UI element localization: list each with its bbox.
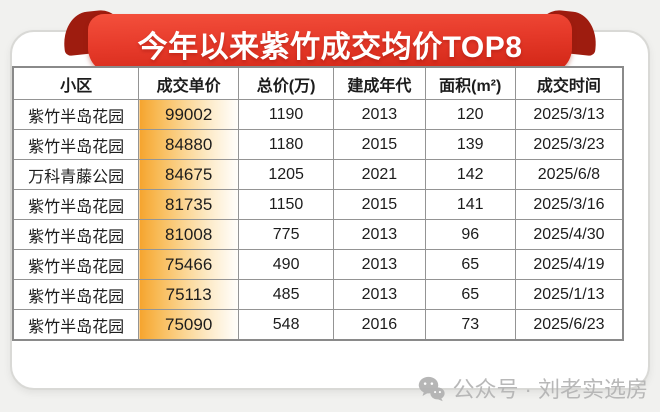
- unit-price-cell: 81008: [138, 219, 240, 250]
- area-cell: 141: [424, 189, 516, 220]
- total-price-cell: 490: [238, 249, 335, 280]
- total-price-cell: 1150: [238, 189, 335, 220]
- area-cell: 139: [424, 129, 516, 160]
- column-header-1: 成交单价: [138, 66, 240, 100]
- area-cell: 65: [424, 279, 516, 310]
- date-cell: 2025/6/23: [514, 309, 624, 341]
- year-built-cell: 2013: [333, 279, 426, 310]
- community-cell: 紫竹半岛花园: [12, 129, 140, 160]
- table-row: 万科青藤公园 84675 1205 2021 142 2025/6/8: [12, 159, 624, 190]
- date-cell: 2025/3/13: [514, 99, 624, 130]
- price-table: 小区 成交单价 总价(万) 建成年代 面积(m²) 成交时间 紫竹半岛花园 99002 119…: [12, 66, 624, 341]
- unit-price-cell: 99002: [138, 99, 240, 130]
- community-cell: 紫竹半岛花园: [12, 99, 140, 130]
- year-built-cell: 2015: [333, 129, 426, 160]
- community-cell: 万科青藤公园: [12, 159, 140, 190]
- page-title: 今年以来紫竹成交均价TOP8: [137, 31, 523, 64]
- column-header-3: 建成年代: [333, 66, 426, 100]
- column-header-4: 面积(m²): [424, 66, 516, 100]
- total-price-cell: 775: [238, 219, 335, 250]
- title-ribbon: 今年以来紫竹成交均价TOP8: [55, 6, 605, 80]
- table-header: 小区 成交单价 总价(万) 建成年代 面积(m²) 成交时间: [12, 66, 624, 100]
- year-built-cell: 2013: [333, 99, 426, 130]
- unit-price-cell: 84675: [138, 159, 240, 190]
- area-cell: 73: [424, 309, 516, 341]
- table-row: 紫竹半岛花园 84880 1180 2015 139 2025/3/23: [12, 129, 624, 160]
- year-built-cell: 2016: [333, 309, 426, 341]
- area-cell: 65: [424, 249, 516, 280]
- area-cell: 120: [424, 99, 516, 130]
- table-row: 紫竹半岛花园 81008 775 2013 96 2025/4/30: [12, 219, 624, 250]
- total-price-cell: 548: [238, 309, 335, 341]
- total-price-cell: 1205: [238, 159, 335, 190]
- unit-price-cell: 75090: [138, 309, 240, 341]
- community-cell: 紫竹半岛花园: [12, 189, 140, 220]
- table-row: 紫竹半岛花园 81735 1150 2015 141 2025/3/16: [12, 189, 624, 220]
- table-row: 紫竹半岛花园 75113 485 2013 65 2025/1/13: [12, 279, 624, 310]
- community-cell: 紫竹半岛花园: [12, 309, 140, 341]
- community-cell: 紫竹半岛花园: [12, 249, 140, 280]
- total-price-cell: 1190: [238, 99, 335, 130]
- year-built-cell: 2013: [333, 219, 426, 250]
- date-cell: 2025/4/30: [514, 219, 624, 250]
- community-cell: 紫竹半岛花园: [12, 219, 140, 250]
- table-body: 紫竹半岛花园 99002 1190 2013 120 2025/3/13 紫竹半岛花园 848…: [12, 99, 624, 341]
- date-cell: 2025/1/13: [514, 279, 624, 310]
- total-price-cell: 1180: [238, 129, 335, 160]
- column-header-2: 总价(万): [238, 66, 335, 100]
- column-header-0: 小区: [12, 66, 140, 100]
- date-cell: 2025/4/19: [514, 249, 624, 280]
- year-built-cell: 2013: [333, 249, 426, 280]
- community-cell: 紫竹半岛花园: [12, 279, 140, 310]
- unit-price-cell: 75113: [138, 279, 240, 310]
- area-cell: 142: [424, 159, 516, 190]
- unit-price-cell: 81735: [138, 189, 240, 220]
- date-cell: 2025/3/23: [514, 129, 624, 160]
- ribbon-band: 今年以来紫竹成交均价TOP8: [88, 14, 572, 74]
- year-built-cell: 2021: [333, 159, 426, 190]
- year-built-cell: 2015: [333, 189, 426, 220]
- table-row: 紫竹半岛花园 99002 1190 2013 120 2025/3/13: [12, 99, 624, 130]
- table-container: 小区 成交单价 总价(万) 建成年代 面积(m²) 成交时间 紫竹半岛花园 99002 119…: [12, 66, 624, 341]
- wechat-icon: [419, 376, 446, 401]
- watermark-text: 公众号 · 刘老实选房: [452, 377, 648, 402]
- table-row: 紫竹半岛花园 75466 490 2013 65 2025/4/19: [12, 249, 624, 280]
- area-cell: 96: [424, 219, 516, 250]
- date-cell: 2025/6/8: [514, 159, 624, 190]
- unit-price-cell: 75466: [138, 249, 240, 280]
- table-row: 紫竹半岛花园 75090 548 2016 73 2025/6/23: [12, 309, 624, 341]
- date-cell: 2025/3/16: [514, 189, 624, 220]
- unit-price-cell: 84880: [138, 129, 240, 160]
- total-price-cell: 485: [238, 279, 335, 310]
- column-header-5: 成交时间: [514, 66, 624, 100]
- watermark: 公众号 · 刘老实选房: [418, 372, 648, 404]
